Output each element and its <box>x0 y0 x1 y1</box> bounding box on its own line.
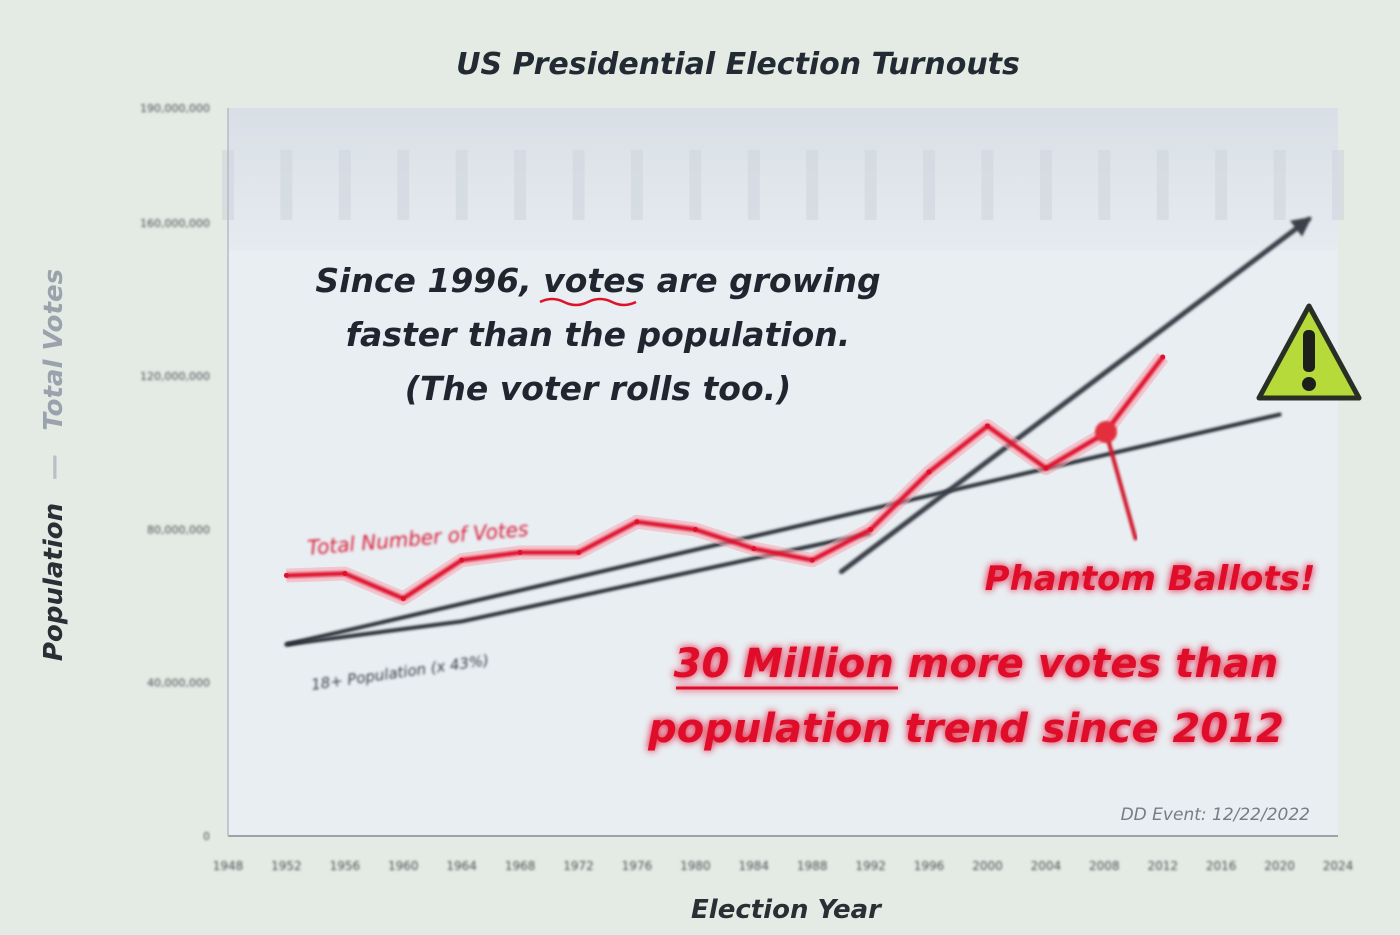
annotation-since-1996: Since 1996, votes are growing faster tha… <box>315 261 880 408</box>
votes-point <box>809 557 815 563</box>
votes-point <box>459 557 465 563</box>
y-tick-label: 0 <box>203 830 210 843</box>
x-tick-label: 1952 <box>271 859 302 873</box>
band-column <box>1156 150 1169 220</box>
band-column <box>338 150 351 220</box>
votes-point <box>751 546 757 552</box>
y-tick-label: 160,000,000 <box>140 217 210 230</box>
top-band-columns <box>222 150 1344 220</box>
y-axis-title-separator: — <box>39 454 69 480</box>
series-layer <box>283 216 1312 647</box>
band-column <box>1039 150 1052 220</box>
y-tick-label: 40,000,000 <box>147 677 210 690</box>
svg-text:Population — Total: Population — Total Votes <box>39 269 69 661</box>
band-column <box>806 150 819 220</box>
x-tick-label: 1948 <box>213 859 244 873</box>
annotation-30-million-line2: population trend since 2012 <box>647 706 1284 752</box>
band-column <box>1273 150 1286 220</box>
plot-top-band <box>228 108 1338 250</box>
votes-point <box>576 549 582 555</box>
x-tick-label: 1968 <box>505 859 536 873</box>
x-tick-labels: 1948 1952 1956 1960 1964 1968 1972 1976 1980 1984… <box>213 859 1354 873</box>
votes-point <box>926 469 932 475</box>
y-tick-label: 80,000,000 <box>147 523 210 536</box>
x-tick-label: 1976 <box>622 859 653 873</box>
votes-point <box>400 595 406 601</box>
population-trend-line <box>284 412 1282 647</box>
band-column <box>572 150 585 220</box>
source-credit: DD Event: 12/22/2022 <box>1121 805 1310 825</box>
votes-point <box>692 526 698 532</box>
band-column <box>864 150 877 220</box>
votes-trend-arrow <box>838 216 1312 575</box>
annotation-30-million-line1: 30 Million more votes than <box>674 641 1279 687</box>
annotation-since-1996-line2: faster than the population. <box>346 315 851 354</box>
x-tick-label: 2004 <box>1031 859 1062 873</box>
annotation-since-1996-b: are growing <box>645 261 880 300</box>
votes-point <box>868 526 874 532</box>
y-tick-labels: 0 40,000,000 80,000,000 120,000,000 160,000,… <box>140 102 210 843</box>
band-column <box>514 150 527 220</box>
x-tick-label: 2016 <box>1206 859 1237 873</box>
x-tick-label: 2008 <box>1089 859 1120 873</box>
y-axis-title: Population — Total Votes <box>39 269 69 661</box>
votes-point <box>984 423 990 429</box>
svg-text:Since 1996, votes are growing: Since 1996, votes are growing <box>315 261 880 300</box>
annotation-since-1996-line3: (The voter rolls too.) <box>405 369 792 408</box>
x-tick-label: 2024 <box>1323 859 1354 873</box>
x-tick-label: 1992 <box>855 859 886 873</box>
warning-triangle-icon <box>1256 303 1362 401</box>
series-total-votes <box>286 355 1165 601</box>
band-column <box>923 150 936 220</box>
phantom-pointer <box>1095 421 1138 541</box>
band-column <box>1332 150 1344 220</box>
band-column <box>1098 150 1111 220</box>
x-tick-label: 1956 <box>330 859 361 873</box>
y-axis-title-total-votes: Total Votes <box>39 269 69 431</box>
x-tick-label: 1972 <box>563 859 594 873</box>
votes-point <box>634 519 640 525</box>
x-tick-label: 1984 <box>739 859 770 873</box>
annotation-30-million: 30 Million more votes than population tr… <box>647 641 1284 752</box>
band-column <box>630 150 643 220</box>
band-column <box>981 150 994 220</box>
band-column <box>397 150 410 220</box>
x-tick-label: 1980 <box>680 859 711 873</box>
votes-point <box>1043 465 1049 471</box>
band-column <box>747 150 760 220</box>
y-tick-label: 120,000,000 <box>140 370 210 383</box>
x-axis-title: Election Year <box>691 895 883 925</box>
votes-point <box>1160 354 1166 360</box>
band-column <box>280 150 293 220</box>
annotation-since-1996-emphasis: votes <box>543 261 645 300</box>
annotation-phantom-ballots: Phantom Ballots! <box>985 559 1316 599</box>
y-axis-title-population: Population <box>39 503 69 661</box>
annotation-since-1996-a: Since 1996, <box>315 261 543 300</box>
band-column <box>1215 150 1228 220</box>
x-tick-label: 2012 <box>1147 859 1178 873</box>
band-column <box>455 150 468 220</box>
votes-point <box>342 571 348 577</box>
votes-point <box>517 549 523 555</box>
x-tick-label: 1996 <box>914 859 945 873</box>
x-tick-label: 1960 <box>388 859 419 873</box>
chart-title: US Presidential Election Turnouts <box>456 47 1020 82</box>
x-tick-label: 2000 <box>972 859 1003 873</box>
series-population <box>286 531 872 647</box>
y-tick-label: 190,000,000 <box>140 102 210 115</box>
x-tick-label: 2020 <box>1264 859 1295 873</box>
votes-underline <box>539 297 637 307</box>
x-tick-label: 1964 <box>446 859 477 873</box>
x-tick-label: 1988 <box>797 859 828 873</box>
band-column <box>689 150 702 220</box>
votes-point <box>283 572 289 578</box>
